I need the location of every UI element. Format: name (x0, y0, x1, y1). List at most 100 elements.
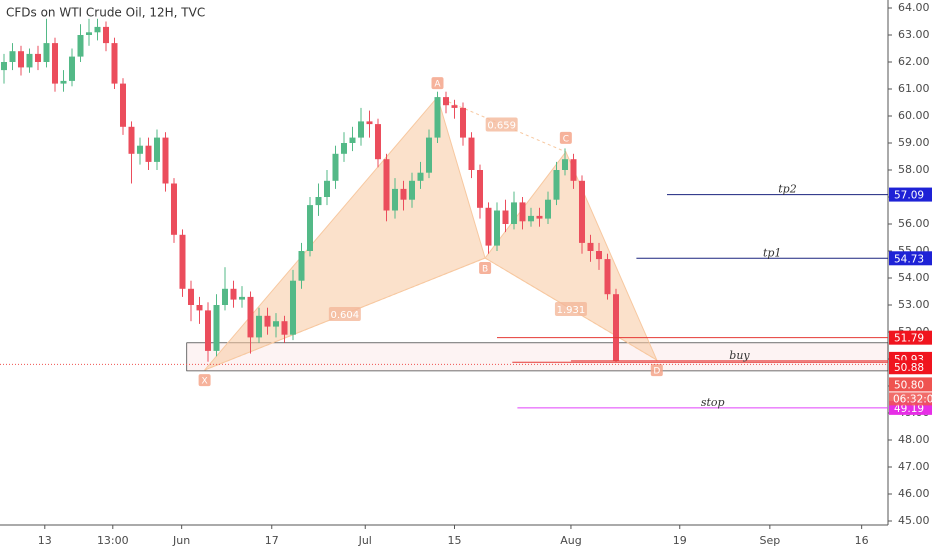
candle-body (136, 145, 143, 154)
pattern-ratio-box (554, 302, 587, 317)
candle-body (0, 62, 7, 71)
pattern-point (479, 262, 492, 275)
y-tick-label: 63.00 (898, 28, 930, 41)
candle-body (272, 321, 279, 327)
y-tick-label: 47.00 (898, 460, 930, 473)
y-tick-label: 53.00 (898, 298, 930, 311)
x-tick-label: 13 (38, 534, 52, 547)
candle-body (451, 105, 458, 108)
candle-body (289, 280, 296, 335)
candle-body (247, 296, 254, 338)
candle-body (145, 145, 152, 162)
pattern-ratio: 1.931 (557, 305, 586, 316)
y-tick-label: 64.00 (898, 1, 930, 14)
candle-body (128, 126, 135, 154)
candle-body (485, 207, 492, 246)
candle-body (536, 215, 543, 219)
candle-body (187, 288, 194, 305)
candle-body (612, 294, 619, 361)
candle-body (349, 137, 356, 143)
x-tick-label: 13:00 (97, 534, 129, 547)
candle-body (332, 153, 339, 181)
pattern-point (431, 77, 444, 90)
y-tick-label: 60.00 (898, 109, 930, 122)
candle-body (26, 53, 33, 68)
x-tick-label: Sep (759, 534, 780, 547)
candle-body (238, 296, 245, 300)
candle-body (43, 43, 50, 62)
candle-body (102, 26, 109, 44)
candle-body (281, 321, 288, 335)
y-tick-label: 62.00 (898, 55, 930, 68)
zone (186, 342, 889, 372)
candle-body (77, 35, 84, 57)
level-name: tp1 (763, 246, 781, 259)
level-tag: 54.73 (894, 253, 924, 265)
candle-body (374, 124, 381, 160)
x-tick-label: Aug (560, 534, 581, 547)
level-tag-box (889, 251, 932, 266)
pattern-point-label: B (482, 265, 488, 275)
level-tag-box (889, 187, 932, 202)
candle-body (306, 205, 313, 251)
candle-body (51, 43, 58, 84)
level-tag: 50.88 (894, 362, 924, 374)
candle-body (340, 143, 347, 154)
level-tag-box (889, 360, 932, 375)
candle-body (179, 234, 186, 289)
y-tick-label: 48.00 (898, 433, 930, 446)
candle-body (170, 183, 177, 235)
y-tick-label: 45.00 (898, 514, 930, 527)
candle-body (153, 137, 160, 162)
candle-body (587, 242, 594, 251)
candle-body (476, 170, 483, 208)
pattern-ratio: 0.604 (331, 310, 360, 321)
countdown-box (889, 392, 932, 406)
candle-body (519, 202, 526, 222)
candle-body (366, 121, 373, 125)
y-tick-label: 46.00 (898, 487, 930, 500)
candle-body (221, 288, 228, 305)
x-tick-label: Jun (172, 534, 190, 547)
last-price-tag: 50.80 (894, 379, 924, 391)
candle-body (264, 315, 271, 327)
candle-body (17, 51, 24, 68)
candle-body (442, 97, 449, 106)
candle-body (561, 159, 568, 170)
candle-body (357, 121, 364, 138)
pattern-ratio-line (437, 96, 567, 153)
candle-body (425, 137, 432, 173)
x-tick-label: 19 (673, 534, 687, 547)
candle-body (111, 43, 118, 84)
candle-body (595, 251, 602, 260)
level-name: buy (729, 349, 750, 362)
candle-body (434, 97, 441, 138)
candle-body (510, 202, 517, 224)
y-tick-label: 61.00 (898, 82, 930, 95)
candle-body (9, 51, 16, 62)
candle-body (459, 107, 466, 138)
candle-body (298, 251, 305, 281)
candle-body (34, 53, 41, 62)
candle-body (213, 305, 220, 351)
pattern-ratio: 0.659 (487, 121, 516, 132)
candle-body (255, 315, 262, 338)
level-tag-box (889, 330, 932, 345)
candle-body (204, 310, 211, 351)
candle-body (196, 305, 203, 311)
x-tick-label: Jul (358, 534, 372, 547)
candle-body (544, 199, 551, 219)
countdown: 06:32:03 (893, 393, 932, 405)
x-tick-label: 15 (447, 534, 461, 547)
candle-body (570, 159, 577, 181)
y-tick-label: 54.00 (898, 271, 930, 284)
candle-body (408, 180, 415, 200)
candle-body (60, 80, 67, 84)
candle-body (119, 83, 126, 127)
candle-body (230, 288, 237, 300)
pattern-point (650, 364, 663, 377)
candle-body (527, 215, 534, 222)
chart-title: CFDs on WTI Crude Oil, 12H, TVC (6, 6, 205, 20)
